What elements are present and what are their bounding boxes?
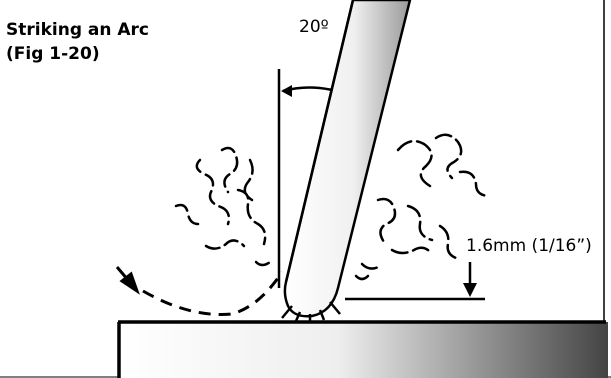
workpiece-plate [117,320,608,378]
figure-title-line2: (Fig 1-20) [6,44,100,64]
gap-label: 1.6mm (1/16”) [466,236,592,256]
strike-path [142,271,284,316]
angle-label: 20º [299,17,329,37]
figure-title-line1: Striking an Arc [6,20,150,40]
electrode-rod [283,0,412,318]
arc-sparks [281,301,341,322]
fumes-right [354,133,492,281]
figure-title: Striking an Arc (Fig 1-20) [6,18,149,66]
strike-arrow [115,266,140,295]
gap-indicator [345,262,485,301]
fumes-left [174,146,272,267]
